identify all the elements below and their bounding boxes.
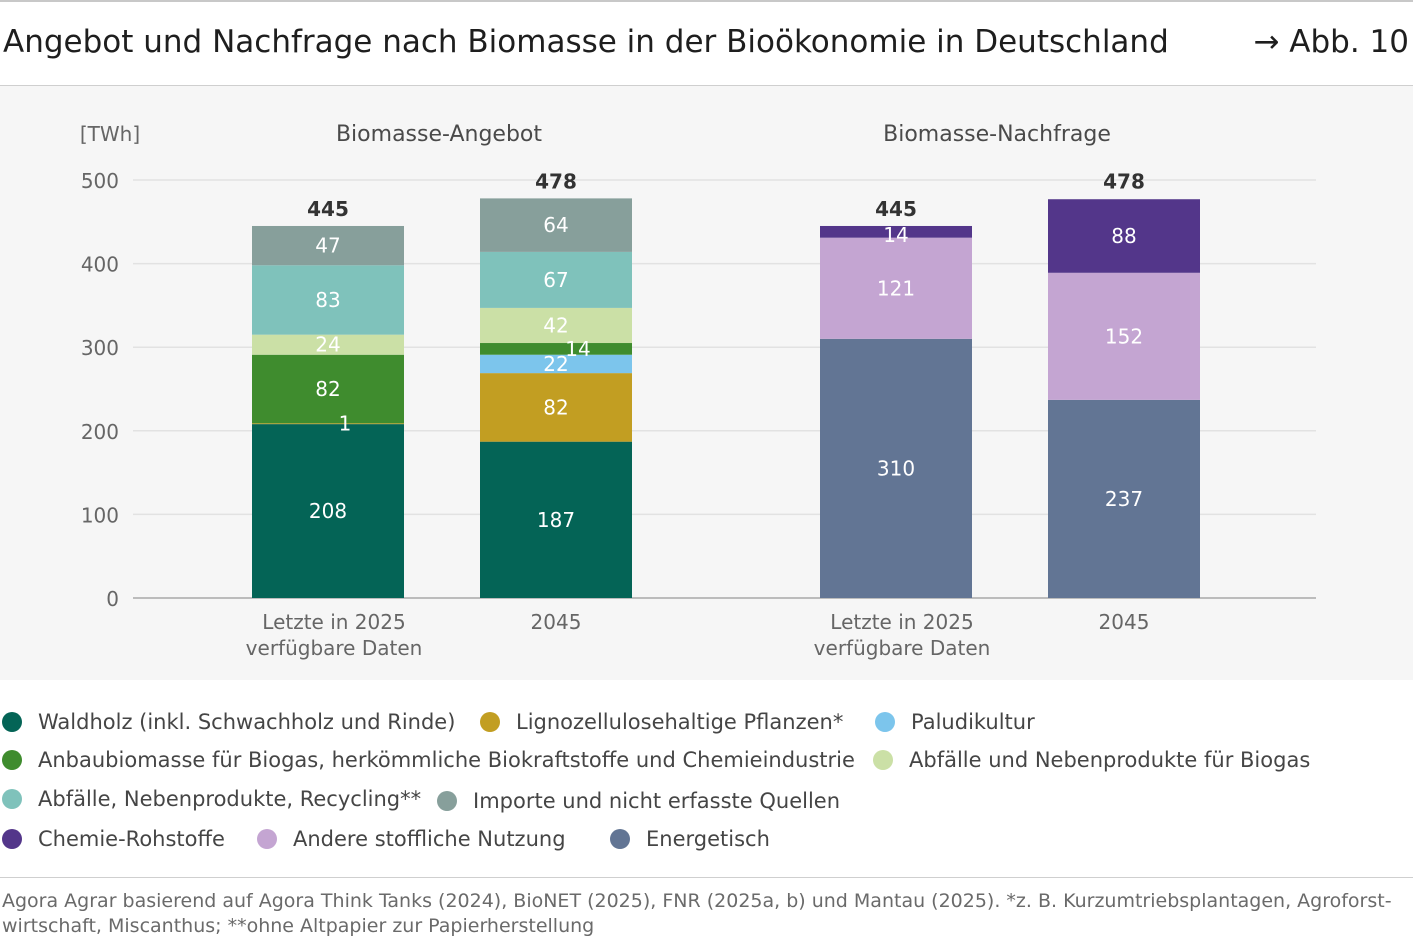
legend-swatch-anbau xyxy=(2,750,22,770)
stacked-bar-chart: 0 100 200 300 400 500 [TWh] Biomasse-Angebot 208… xyxy=(80,122,1316,660)
bar-segment-g1-b2-waldholz xyxy=(480,441,632,598)
bar-segment-g1-b1-ligno xyxy=(252,423,404,425)
legend-swatch-paludi xyxy=(875,712,895,732)
bar-total-label-g2-b1: 445 xyxy=(875,197,917,221)
legend-item-andere: Andere stoffliche Nutzung xyxy=(257,827,566,851)
legend-item-importe: Importe und nicht erfasste Quellen xyxy=(437,789,840,813)
legend-label-chemie: Chemie-Rohstoffe xyxy=(38,827,225,851)
bar-value-label-g1-b1-abf_biogas: 24 xyxy=(315,333,340,357)
x-category-label-g2-b1-line2: verfügbare Daten xyxy=(814,636,991,660)
x-category-label-g1-b1-line1: Letzte in 2025 xyxy=(262,610,405,634)
x-category-label-g2-b1-line1: Letzte in 2025 xyxy=(830,610,973,634)
bar-segment-g1-b2-anbau xyxy=(480,343,632,355)
y-tick-label-200: 200 xyxy=(81,420,119,444)
bar-value-label-g2-b1-andere: 121 xyxy=(877,276,915,300)
bar-value-label-g1-b1-waldholz: 208 xyxy=(309,499,347,523)
legend-label-ligno: Lignozellulosehaltige Pflanzen* xyxy=(516,710,844,734)
bar-segment-g1-b1-importe xyxy=(252,225,404,266)
legend-label-anbau: Anbaubiomasse für Biogas, herkömmliche B… xyxy=(38,748,855,772)
legend-swatch-chemie xyxy=(2,829,22,849)
legend-item-ligno: Lignozellulosehaltige Pflanzen* xyxy=(480,710,843,734)
bar-segment-g2-b1-chemie xyxy=(820,225,972,238)
bar-segment-g2-b1-energetisch xyxy=(820,338,972,598)
y-tick-label-500: 500 xyxy=(81,169,119,193)
legend-label-andere: Andere stoffliche Nutzung xyxy=(293,827,566,851)
bar-segment-g2-b2-andere xyxy=(1048,272,1200,400)
bar-total-label-g2-b2: 478 xyxy=(1103,169,1145,193)
bar-value-label-g1-b2-anbau: 14 xyxy=(565,337,590,361)
legend: Waldholz (inkl. Schwachholz und Rinde) L… xyxy=(0,700,1413,860)
legend-swatch-ligno xyxy=(480,712,500,732)
legend-label-abf-recycling: Abfälle, Nebenprodukte, Recycling** xyxy=(38,787,422,811)
bar-segment-g2-b1-andere xyxy=(820,237,972,339)
x-category-label-g1-b1-line2: verfügbare Daten xyxy=(246,636,423,660)
bar-segment-g1-b2-paludi xyxy=(480,354,632,374)
x-category-label-g2-b2-line1: 2045 xyxy=(1099,610,1150,634)
bar-segment-g1-b2-ligno xyxy=(480,373,632,442)
legend-label-waldholz: Waldholz (inkl. Schwachholz und Rinde) xyxy=(38,710,456,734)
footer-rule xyxy=(0,877,1413,878)
x-category-label-g1-b2-line1: 2045 xyxy=(531,610,582,634)
bar-value-label-g1-b1-anbau: 82 xyxy=(315,377,340,401)
legend-item-energetisch: Energetisch xyxy=(610,827,770,851)
y-tick-label-300: 300 xyxy=(81,336,119,360)
legend-label-paludi: Paludikultur xyxy=(911,710,1035,734)
page-title: Angebot und Nachfrage nach Biomasse in d… xyxy=(3,24,1169,60)
group-title-2: Biomasse-Nachfrage xyxy=(883,122,1111,147)
bar-value-label-g1-b2-ligno: 82 xyxy=(543,395,568,419)
bar-total-label-g1-b1: 445 xyxy=(307,197,349,221)
y-tick-label-400: 400 xyxy=(81,253,119,277)
bar-total-label-g1-b2: 478 xyxy=(535,169,577,193)
legend-item-anbau: Anbaubiomasse für Biogas, herkömmliche B… xyxy=(2,748,855,772)
header: Angebot und Nachfrage nach Biomasse in d… xyxy=(0,2,1413,86)
bar-value-label-g2-b1-energetisch: 310 xyxy=(877,456,915,480)
legend-swatch-energetisch xyxy=(610,829,630,849)
bar-segment-g2-b2-energetisch xyxy=(1048,399,1200,598)
figure-reference: → Abb. 10 xyxy=(1253,24,1409,60)
legend-label-energetisch: Energetisch xyxy=(646,827,770,851)
legend-swatch-abf-biogas xyxy=(873,750,893,770)
legend-swatch-importe xyxy=(437,791,457,811)
legend-swatch-andere xyxy=(257,829,277,849)
legend-swatch-abf-recycling xyxy=(2,789,22,809)
bar-segment-g1-b1-abf_recycling xyxy=(252,265,404,335)
legend-swatch-waldholz xyxy=(2,712,22,732)
legend-item-chemie: Chemie-Rohstoffe xyxy=(2,827,225,851)
bar-segment-g1-b2-abf_recycling xyxy=(480,251,632,308)
top-rule xyxy=(0,0,1413,2)
bar-value-label-g2-b2-energetisch: 237 xyxy=(1105,487,1143,511)
bar-value-label-g1-b2-waldholz: 187 xyxy=(537,508,575,532)
bar-value-label-g1-b1-importe: 47 xyxy=(315,234,340,258)
bar-value-label-g2-b2-andere: 152 xyxy=(1105,324,1143,348)
legend-item-abf-biogas: Abfälle und Nebenprodukte für Biogas xyxy=(873,748,1310,772)
legend-item-paludi: Paludikultur xyxy=(875,710,1035,734)
legend-item-abf-recycling: Abfälle, Nebenprodukte, Recycling** xyxy=(2,787,421,811)
y-tick-label-0: 0 xyxy=(106,587,119,611)
bar-segment-g2-b2-chemie xyxy=(1048,199,1200,273)
bar-segment-g1-b1-waldholz xyxy=(252,424,404,598)
legend-item-waldholz: Waldholz (inkl. Schwachholz und Rinde) xyxy=(2,710,455,734)
bar-segment-g1-b1-anbau xyxy=(252,354,404,424)
bar-value-label-g1-b1-abf_recycling: 83 xyxy=(315,288,340,312)
bar-segment-g1-b2-importe xyxy=(480,198,632,252)
group-title-1: Biomasse-Angebot xyxy=(336,122,542,147)
source-note: Agora Agrar basierend auf Agora Think Ta… xyxy=(2,890,1392,937)
bar-value-label-g1-b2-abf_biogas: 42 xyxy=(543,313,568,337)
bar-value-label-g2-b2-chemie: 88 xyxy=(1111,224,1136,248)
bar-segment-g1-b2-abf_biogas xyxy=(480,307,632,344)
bar-value-label-g1-b1-ligno: 1 xyxy=(339,411,352,435)
bar-value-label-g2-b1-chemie: 14 xyxy=(883,223,908,247)
y-tick-label-100: 100 xyxy=(81,503,119,527)
bar-value-label-g1-b2-importe: 64 xyxy=(543,213,568,237)
bar-segment-g1-b1-abf_biogas xyxy=(252,334,404,355)
bar-value-label-g1-b2-abf_recycling: 67 xyxy=(543,268,568,292)
bar-value-label-g1-b2-paludi: 22 xyxy=(543,352,568,376)
legend-label-abf-biogas: Abfälle und Nebenprodukte für Biogas xyxy=(909,748,1311,772)
legend-label-importe: Importe und nicht erfasste Quellen xyxy=(473,789,841,813)
unit-label: [TWh] xyxy=(80,122,140,146)
